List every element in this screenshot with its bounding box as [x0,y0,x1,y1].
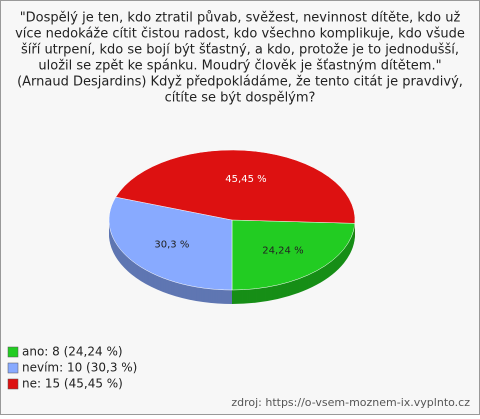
chart-title: šíří utrpení, kdo se bojí být šťastný, a… [21,43,459,58]
source: zdroj: https://o-vsem-moznem-ix.vyplnto.… [231,396,470,409]
legend-swatch [7,362,19,374]
legend-label: nevím: 10 (30,3 %) [22,361,137,375]
chart-title: (Arnaud Desjardins) Když předpokládáme, … [17,75,463,90]
chart-title: uložil se zpět ke spánku. Moudrý člověk … [38,59,441,74]
slice [115,149,356,224]
chart-title: "Dospělý je ten, kdo ztratil půvab, svěž… [20,11,461,26]
legend-label: ne: 15 (45,45 %) [22,377,123,391]
chart-title: více nedokáže cítit čistou radost, kdo v… [15,27,465,42]
data-label: 30,3 % [154,239,189,250]
legend-swatch [7,346,19,358]
data-label: 45,45 % [225,174,266,185]
legend-swatch [7,378,19,390]
chart-title: cítíte se být dospělým? [165,91,316,106]
slice [231,219,356,291]
data-label: 24,24 % [262,245,303,256]
legend-label: ano: 8 (24,24 %) [22,345,123,359]
slice [108,196,233,291]
